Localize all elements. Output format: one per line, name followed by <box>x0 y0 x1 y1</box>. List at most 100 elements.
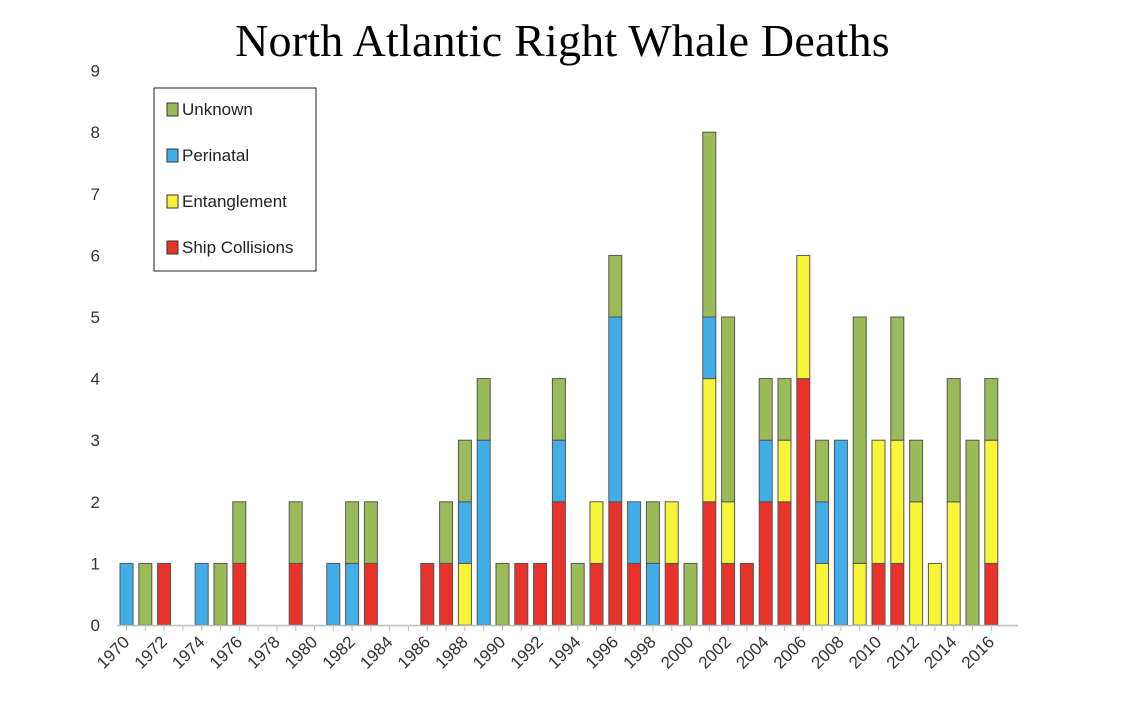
bar-segment <box>777 501 792 626</box>
bar-segment <box>138 562 153 626</box>
legend-label: Ship Collisions <box>182 238 294 257</box>
x-tick-label: 2016 <box>958 632 998 672</box>
y-tick-label: 1 <box>91 554 100 573</box>
bar-segment <box>664 501 679 564</box>
x-tick-label: 1994 <box>544 632 584 672</box>
bar-segment <box>608 254 623 318</box>
x-tick-label: 2008 <box>808 632 848 672</box>
x-tick-label: 2000 <box>657 632 697 672</box>
x-tick-label: 1998 <box>620 632 660 672</box>
bar-segment <box>157 562 172 626</box>
bar-segment <box>439 501 454 564</box>
y-tick-label: 5 <box>91 308 100 327</box>
bar-segment <box>495 562 510 626</box>
y-tick-label: 0 <box>91 616 100 635</box>
y-tick-label: 3 <box>91 431 100 450</box>
bar-segment <box>927 562 942 626</box>
bar-segment <box>984 439 999 564</box>
bar-segment <box>232 562 247 626</box>
bar-segment <box>232 501 247 564</box>
x-tick-label: 1984 <box>356 632 396 672</box>
x-tick-label: 1970 <box>93 632 133 672</box>
bar-segment <box>627 501 642 564</box>
bar-segment <box>589 562 604 626</box>
bar-segment <box>909 501 924 626</box>
bar-segment <box>946 501 961 626</box>
bar-segment <box>645 501 660 564</box>
bar-segment <box>457 562 472 626</box>
x-tick-label: 2006 <box>770 632 810 672</box>
bar-segment <box>476 439 491 626</box>
bar-segment <box>871 439 886 564</box>
x-tick-label: 1990 <box>469 632 509 672</box>
bar-segment <box>645 562 660 626</box>
y-tick-label: 2 <box>91 493 100 512</box>
chart-title: North Atlantic Right Whale Deaths <box>235 15 890 66</box>
bar-segment <box>288 562 303 626</box>
y-tick-label: 4 <box>91 370 100 389</box>
bar-segment <box>664 562 679 626</box>
bar-segment <box>702 131 717 318</box>
y-tick-label: 8 <box>91 123 100 142</box>
bar-segment <box>721 501 736 564</box>
bar-segment <box>683 562 698 626</box>
bar-segment <box>326 562 341 626</box>
bar-segment <box>345 562 360 626</box>
bar-segment <box>439 562 454 626</box>
legend-swatch <box>166 194 179 209</box>
bar-segment <box>984 562 999 626</box>
bar-segment <box>627 562 642 626</box>
bar-segment <box>288 501 303 564</box>
bar-segment <box>796 378 811 626</box>
x-tick-label: 2002 <box>695 632 735 672</box>
bar-segment <box>984 378 999 441</box>
bar-segment <box>721 562 736 626</box>
bar-segment <box>890 562 905 626</box>
bar-segment <box>890 316 905 441</box>
legend-label: Entanglement <box>182 192 287 211</box>
y-tick-label: 6 <box>91 246 100 265</box>
x-tick-label: 1976 <box>206 632 246 672</box>
bar-segment <box>457 439 472 503</box>
bar-segment <box>457 501 472 564</box>
x-tick-label: 2004 <box>732 632 772 672</box>
legend-swatch <box>166 240 179 255</box>
x-tick-label: 1972 <box>131 632 171 672</box>
bar-segment <box>758 439 773 503</box>
bar-segment <box>363 501 378 564</box>
x-tick-label: 1978 <box>244 632 284 672</box>
bar-segment <box>815 501 830 564</box>
bar-segment <box>702 316 717 380</box>
bar-segment <box>777 439 792 503</box>
bar-segment <box>815 562 830 626</box>
bar-segment <box>363 562 378 626</box>
bar-segment <box>965 439 980 626</box>
bar-segment <box>533 562 548 626</box>
bar-segment <box>420 562 435 626</box>
bar-segment <box>852 562 867 626</box>
bar-segment <box>345 501 360 564</box>
bar-segment <box>476 378 491 441</box>
bar-segment <box>570 562 585 626</box>
bar-segment <box>514 562 529 626</box>
x-tick-label: 1982 <box>319 632 359 672</box>
bar-segment <box>702 378 717 503</box>
x-tick-label: 1996 <box>582 632 622 672</box>
bar-segment <box>815 439 830 503</box>
legend-box <box>153 87 317 272</box>
bar-segment <box>871 562 886 626</box>
bar-segment <box>589 501 604 564</box>
bar-segment <box>909 439 924 503</box>
bar-segment <box>777 378 792 441</box>
bar-segment <box>758 378 773 441</box>
bar-segment <box>119 562 134 626</box>
bar-segment <box>551 501 566 626</box>
bar-segment <box>796 254 811 380</box>
legend-label: Perinatal <box>182 146 249 165</box>
bar-segment <box>194 562 209 626</box>
x-tick-label: 1988 <box>432 632 472 672</box>
x-tick-label: 1986 <box>394 632 434 672</box>
bar-segment <box>608 316 623 503</box>
y-tick-label: 9 <box>91 62 100 81</box>
